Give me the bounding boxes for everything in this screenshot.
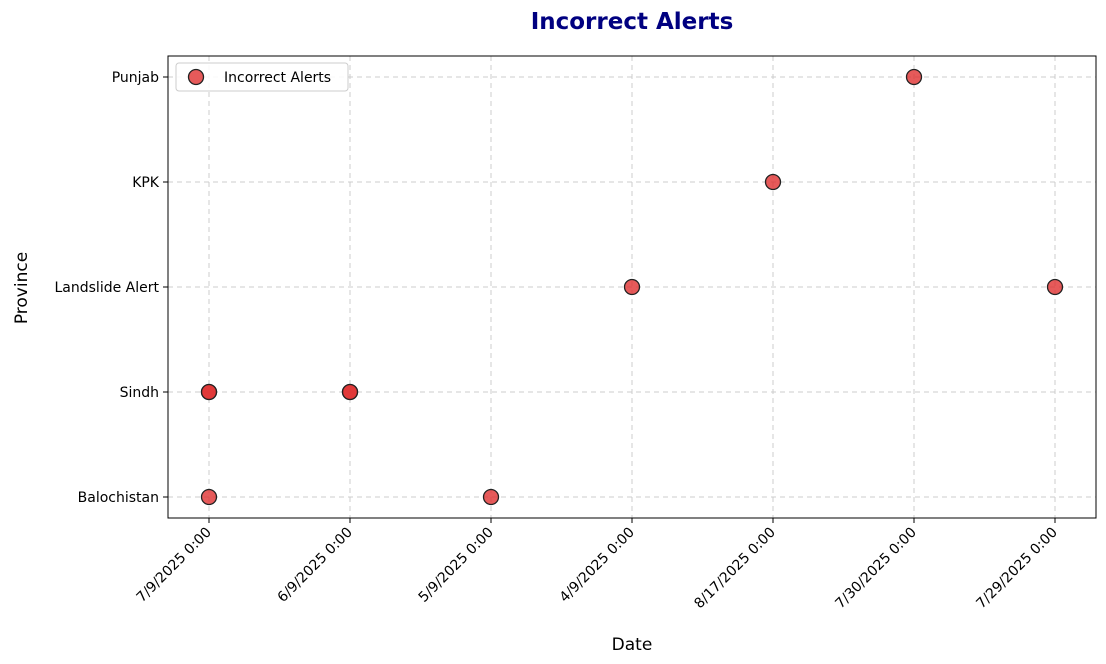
data-point — [764, 173, 782, 191]
legend: Incorrect Alerts — [175, 62, 349, 92]
legend-marker — [187, 68, 205, 86]
x-axis-label: Date — [612, 635, 653, 655]
chart-title: Incorrect Alerts — [531, 9, 734, 35]
data-points — [200, 68, 1064, 506]
data-point — [482, 488, 500, 506]
x-tick-label: 7/29/2025 0:00 — [973, 525, 1060, 612]
x-tick-label: 7/9/2025 0:00 — [134, 525, 215, 606]
data-point — [200, 383, 218, 401]
legend-label: Incorrect Alerts — [224, 70, 331, 86]
legend-box — [175, 62, 349, 92]
x-tick-label: 6/9/2025 0:00 — [275, 525, 356, 606]
data-point — [200, 488, 218, 506]
data-point — [623, 278, 641, 296]
y-axis-label: Province — [12, 252, 32, 324]
y-tick-label: Balochistan — [78, 490, 159, 506]
y-tick-label: KPK — [132, 175, 160, 191]
x-tick-label: 7/30/2025 0:00 — [832, 525, 919, 612]
data-point — [1046, 278, 1064, 296]
x-tick-label: 8/17/2025 0:00 — [691, 525, 778, 612]
data-point — [905, 68, 923, 86]
x-tick-label: 5/9/2025 0:00 — [416, 525, 497, 606]
x-tick-label: 4/9/2025 0:00 — [557, 525, 638, 606]
axis-ticks: 7/9/2025 0:00 6/9/2025 0:00 5/9/2025 0:00 4… — [55, 70, 1061, 612]
y-tick-label: Sindh — [120, 385, 159, 401]
y-tick-label: Landslide Alert — [55, 280, 160, 296]
y-tick-label: Punjab — [112, 70, 159, 86]
data-point — [341, 383, 359, 401]
